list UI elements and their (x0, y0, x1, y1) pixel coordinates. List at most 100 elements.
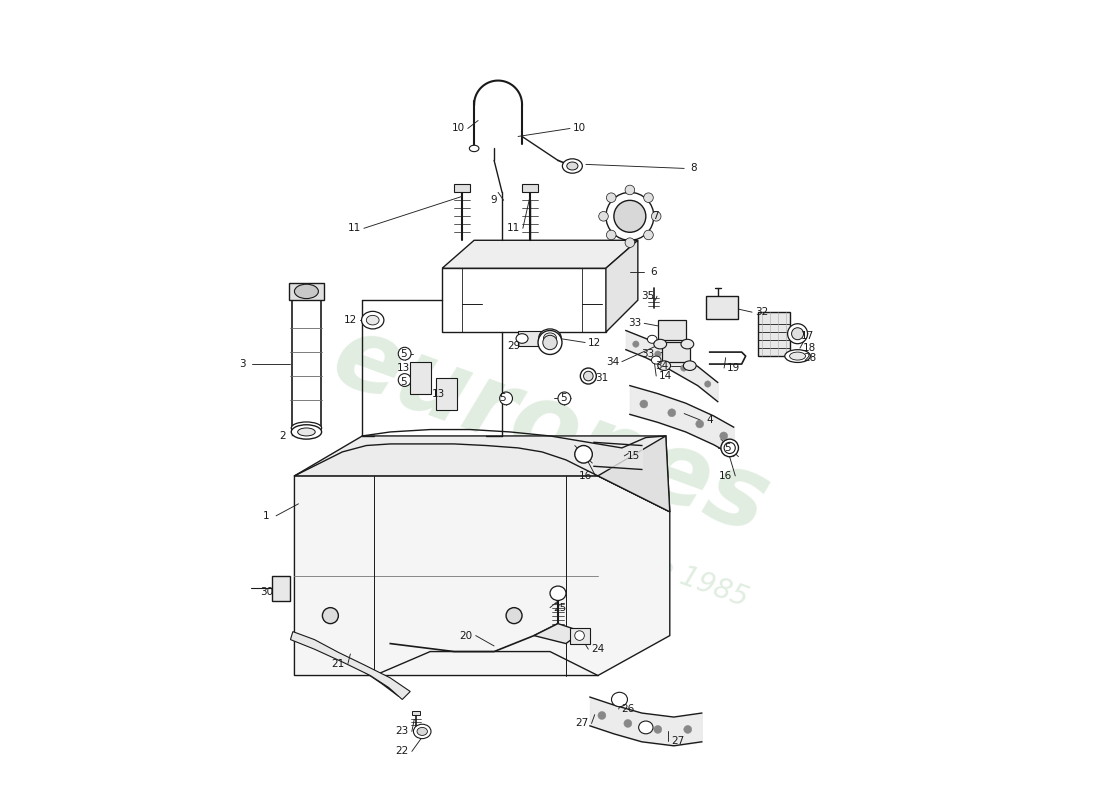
Ellipse shape (683, 361, 696, 370)
Text: 14: 14 (659, 371, 672, 381)
Bar (570, 628, 590, 643)
Ellipse shape (538, 330, 562, 354)
Polygon shape (295, 436, 670, 512)
Text: 8: 8 (691, 163, 697, 174)
Ellipse shape (543, 333, 557, 342)
Text: 5: 5 (724, 443, 730, 453)
Text: 15: 15 (627, 451, 640, 461)
Polygon shape (606, 240, 638, 332)
Bar (436, 378, 456, 410)
Text: 20: 20 (460, 630, 473, 641)
Ellipse shape (639, 721, 653, 734)
Circle shape (606, 192, 653, 240)
Bar (454, 184, 470, 192)
Text: 13: 13 (431, 389, 444, 398)
Ellipse shape (653, 339, 667, 349)
Text: 27: 27 (671, 736, 684, 746)
Bar (522, 184, 538, 192)
Text: 27: 27 (575, 718, 589, 729)
Text: 26: 26 (621, 704, 635, 714)
Ellipse shape (720, 439, 738, 457)
Bar (289, 282, 324, 300)
Ellipse shape (651, 356, 661, 364)
Text: 28: 28 (804, 353, 817, 362)
Circle shape (644, 193, 653, 202)
Ellipse shape (366, 315, 379, 325)
Bar (518, 331, 550, 346)
Ellipse shape (784, 350, 811, 362)
Text: 10: 10 (452, 123, 464, 134)
Ellipse shape (788, 324, 807, 344)
Circle shape (624, 719, 631, 727)
Circle shape (606, 193, 616, 202)
Text: 9: 9 (491, 195, 497, 206)
Ellipse shape (790, 352, 805, 360)
Ellipse shape (292, 425, 321, 439)
Text: 1: 1 (263, 510, 270, 521)
Ellipse shape (612, 692, 627, 706)
Text: 6: 6 (650, 267, 657, 278)
Text: 35: 35 (641, 291, 654, 301)
Text: 5: 5 (498, 394, 505, 403)
Ellipse shape (575, 630, 584, 640)
Text: 12: 12 (343, 315, 358, 325)
Ellipse shape (398, 347, 411, 360)
Text: 30: 30 (260, 586, 273, 597)
Text: 13: 13 (396, 363, 409, 373)
Ellipse shape (470, 146, 478, 152)
Text: 33: 33 (628, 318, 641, 328)
Circle shape (704, 381, 711, 387)
Text: 17: 17 (801, 331, 814, 341)
Ellipse shape (414, 724, 431, 738)
Text: 5: 5 (399, 378, 406, 387)
Ellipse shape (417, 727, 428, 735)
Bar (410, 362, 431, 394)
Ellipse shape (566, 162, 578, 170)
Text: 24: 24 (592, 644, 605, 654)
Text: 16: 16 (719, 471, 733, 481)
Circle shape (598, 711, 606, 719)
Text: europes: europes (319, 308, 781, 555)
Circle shape (640, 400, 648, 408)
Circle shape (654, 351, 661, 358)
Ellipse shape (542, 335, 558, 350)
Ellipse shape (362, 311, 384, 329)
Circle shape (681, 365, 688, 371)
Circle shape (651, 211, 661, 221)
Circle shape (598, 211, 608, 221)
Polygon shape (290, 631, 410, 699)
Ellipse shape (544, 334, 556, 343)
Bar (706, 296, 738, 318)
Polygon shape (758, 312, 790, 356)
Ellipse shape (516, 334, 528, 343)
Ellipse shape (648, 335, 657, 343)
Text: 33: 33 (641, 349, 654, 358)
Circle shape (653, 726, 662, 734)
Text: 18: 18 (803, 343, 816, 353)
Ellipse shape (581, 368, 596, 384)
Polygon shape (598, 436, 670, 512)
Text: 11: 11 (348, 223, 361, 234)
Ellipse shape (558, 392, 571, 405)
Text: 21: 21 (332, 658, 345, 669)
Text: 16: 16 (580, 471, 593, 481)
Ellipse shape (562, 159, 582, 173)
Text: 19: 19 (727, 363, 740, 373)
Text: 2: 2 (279, 431, 286, 441)
Bar (411, 710, 420, 715)
Text: 4: 4 (706, 415, 713, 425)
Ellipse shape (398, 374, 411, 386)
Text: 25: 25 (553, 602, 566, 613)
Circle shape (695, 420, 704, 428)
Text: 10: 10 (573, 123, 586, 134)
Text: 34: 34 (606, 357, 619, 366)
Bar (662, 342, 690, 362)
Circle shape (322, 608, 339, 624)
Circle shape (668, 409, 675, 417)
Ellipse shape (292, 422, 321, 434)
Ellipse shape (658, 361, 671, 370)
Text: 31: 31 (595, 373, 608, 382)
Circle shape (684, 726, 692, 734)
Text: 11: 11 (507, 223, 520, 234)
Text: 32: 32 (755, 307, 768, 317)
